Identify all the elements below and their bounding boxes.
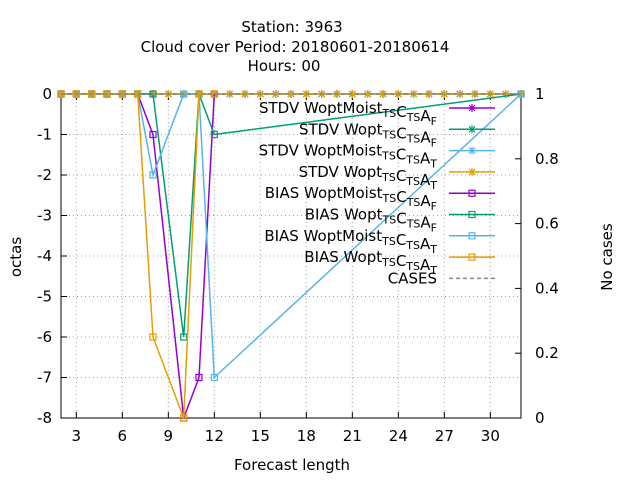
data-point xyxy=(180,414,188,422)
x-tick-label: 12 xyxy=(205,427,224,445)
y-tick-label: -5 xyxy=(37,288,52,306)
data-point xyxy=(468,146,476,155)
legend-label: STDV WoptTSCTSAT xyxy=(299,163,438,192)
x-tick-label: 30 xyxy=(481,427,500,445)
y-axis-label: octas xyxy=(7,237,25,277)
data-point xyxy=(425,90,433,98)
y-tick-label: -3 xyxy=(37,207,52,225)
data-point xyxy=(455,90,464,98)
x-tick-label: 15 xyxy=(251,427,270,445)
y2-tick-label: 0.6 xyxy=(535,215,559,233)
data-point xyxy=(468,167,476,176)
data-point xyxy=(363,90,372,98)
data-point xyxy=(149,130,157,139)
data-point xyxy=(468,232,476,240)
legend-label: BIAS WoptMoistTSCTSAT xyxy=(264,227,437,256)
x-tick-label: 24 xyxy=(389,427,408,445)
data-point xyxy=(440,90,449,98)
data-point xyxy=(348,90,357,98)
data-point xyxy=(271,90,280,98)
y2-tick-label: 0 xyxy=(535,409,545,427)
x-tick-label: 18 xyxy=(297,427,316,445)
chart-title: Station: 3963 Cloud cover Period: 201806… xyxy=(141,18,450,75)
legend-label: CASES xyxy=(388,269,437,287)
data-point xyxy=(72,90,80,98)
y-tick-label: -1 xyxy=(37,126,52,144)
y-tick-label: -6 xyxy=(37,328,52,346)
title-line-1: Station: 3963 xyxy=(241,18,342,36)
x-axis-label: Forecast length xyxy=(234,456,350,474)
data-point xyxy=(468,210,476,219)
data-point xyxy=(180,333,188,341)
x-tick-label: 3 xyxy=(72,427,82,445)
data-point xyxy=(468,253,476,261)
series-6 xyxy=(57,90,525,341)
y-tick-label: -8 xyxy=(37,409,52,427)
title-line-3: Hours: 00 xyxy=(248,57,321,75)
x-tick-label: 9 xyxy=(164,427,174,445)
x-tick-label: 6 xyxy=(118,427,128,445)
data-point xyxy=(210,373,218,382)
y-tick-label: 0 xyxy=(42,85,52,103)
data-point xyxy=(468,189,476,197)
legend-label: STDV WoptMoistTSCTSAT xyxy=(259,142,438,171)
y-tick-label: -4 xyxy=(37,247,52,265)
data-point xyxy=(149,333,157,341)
x-tick-label: 21 xyxy=(343,427,362,445)
data-point xyxy=(468,125,476,134)
data-point xyxy=(88,90,96,98)
series-group xyxy=(57,90,525,422)
y2-tick-label: 0.2 xyxy=(535,344,559,362)
legend-label: BIAS WoptTSCTSAT xyxy=(304,248,437,277)
legend-label: BIAS WoptTSCTSAF xyxy=(305,206,437,235)
data-point xyxy=(468,104,476,112)
y2-axis-label: No cases xyxy=(598,223,616,291)
title-line-2: Cloud cover Period: 20180601-20180614 xyxy=(141,38,450,56)
legend-label: STDV WoptMoistTSCTSAF xyxy=(259,99,437,128)
x-tick-label: 27 xyxy=(435,427,454,445)
data-point xyxy=(287,90,295,98)
data-point xyxy=(195,373,203,382)
legend-label: STDV WoptTSCTSAF xyxy=(299,120,437,149)
data-point xyxy=(210,130,218,139)
legend-label: BIAS WoptMoistTSCTSAF xyxy=(265,184,437,213)
data-point xyxy=(210,90,219,98)
y-tick-label: -7 xyxy=(37,369,52,387)
y-tick-label: -2 xyxy=(37,166,52,184)
y2-tick-label: 0.8 xyxy=(535,150,559,168)
y2-tick-label: 1 xyxy=(535,85,545,103)
axis-ticks: 3 6 9 12 15 18 21 24 27 30 0 -1 -2 -3 -4 -5 -6 -7 -8 0 0.2 0.… xyxy=(37,85,559,445)
y2-tick-label: 0.4 xyxy=(535,279,559,297)
data-point xyxy=(149,171,157,179)
